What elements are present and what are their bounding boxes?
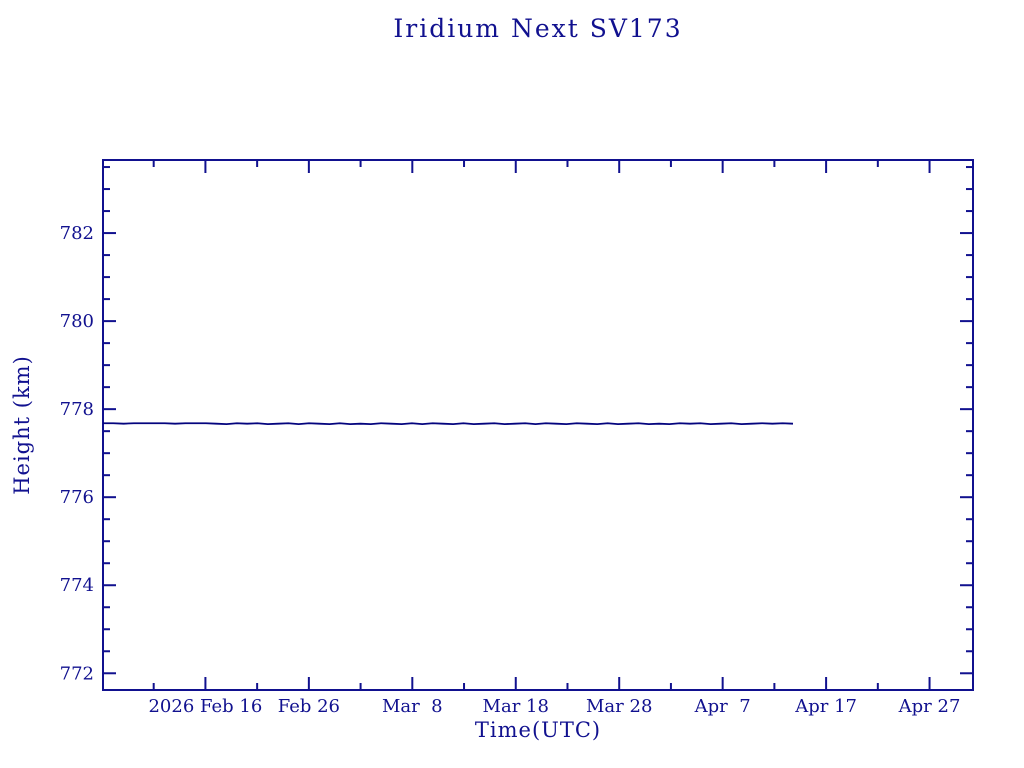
x-tick-label: 2026 Feb 16 <box>148 696 262 717</box>
x-tick-label: Apr 17 <box>794 696 857 717</box>
y-tick-label: 782 <box>60 223 94 244</box>
y-tick-label: 780 <box>60 311 94 332</box>
plot-frame <box>102 159 974 691</box>
x-axis-label: Time(UTC) <box>474 718 602 742</box>
x-tick-label: Mar 8 <box>382 696 443 717</box>
y-tick-label: 774 <box>60 575 94 596</box>
height-data-line <box>103 422 794 426</box>
x-tick-label: Mar 28 <box>586 696 652 717</box>
y-tick-label: 778 <box>60 399 94 420</box>
x-tick-label: Feb 26 <box>278 696 340 717</box>
y-tick-label: 776 <box>60 487 94 508</box>
chart-title: Iridium Next SV173 <box>393 14 683 43</box>
y-tick-label: 772 <box>60 663 94 684</box>
x-tick-label: Apr 27 <box>898 696 961 717</box>
x-tick-label: Mar 18 <box>483 696 549 717</box>
y-axis-label: Height (km) <box>10 355 34 495</box>
x-tick-label: Apr 7 <box>694 696 751 717</box>
